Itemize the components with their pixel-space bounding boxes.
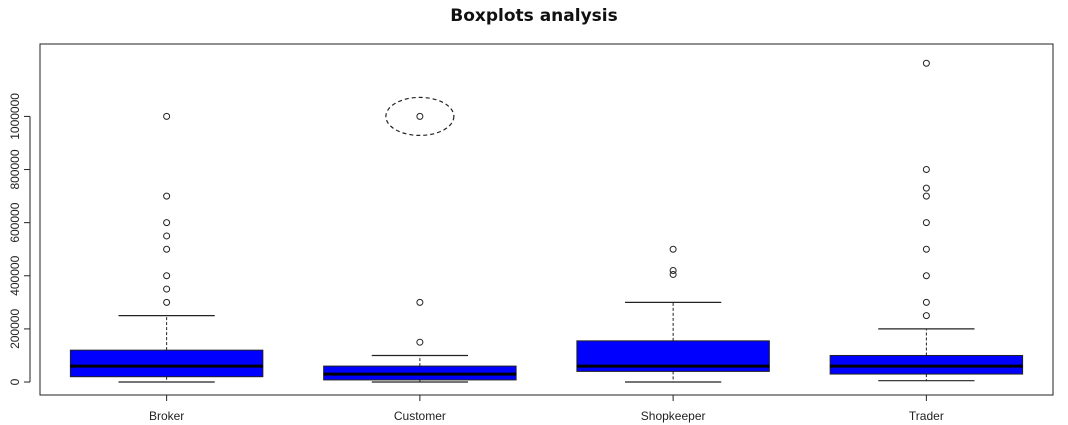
box-broker [70, 350, 262, 377]
outlier-point [164, 246, 170, 252]
outlier-point [164, 193, 170, 199]
outlier-point [164, 113, 170, 119]
y-tick-label: 800000 [8, 149, 22, 189]
y-tick-label: 0 [8, 378, 22, 385]
outlier-point [923, 313, 929, 319]
outlier-point [164, 233, 170, 239]
x-tick-label: Shopkeeper [641, 409, 706, 423]
y-tick-label: 400000 [8, 255, 22, 295]
outlier-point [923, 185, 929, 191]
outlier-point [923, 60, 929, 66]
outlier-point [923, 246, 929, 252]
x-tick-label: Broker [149, 409, 184, 423]
outlier-point [923, 167, 929, 173]
outlier-point [164, 220, 170, 226]
outlier-point [923, 299, 929, 305]
plot-frame [40, 44, 1053, 395]
outlier-point [923, 220, 929, 226]
y-tick-label: 600000 [8, 202, 22, 242]
outlier-point [417, 113, 423, 119]
outlier-point [923, 273, 929, 279]
chart-marks: 0 200000 400000 600000 800000 1000000 Broker Cu… [8, 60, 1022, 423]
y-tick-label: 200000 [8, 309, 22, 349]
outlier-point [164, 286, 170, 292]
outlier-point [417, 299, 423, 305]
x-tick-label: Customer [394, 409, 446, 423]
outlier-point [164, 299, 170, 305]
outlier-point [923, 193, 929, 199]
outlier-point [670, 271, 676, 277]
outlier-point [670, 246, 676, 252]
outlier-point [164, 273, 170, 279]
outlier-point [417, 339, 423, 345]
y-tick-label: 1000000 [8, 93, 22, 140]
x-tick-label: Trader [909, 409, 944, 423]
highlight-ellipse [386, 97, 454, 135]
